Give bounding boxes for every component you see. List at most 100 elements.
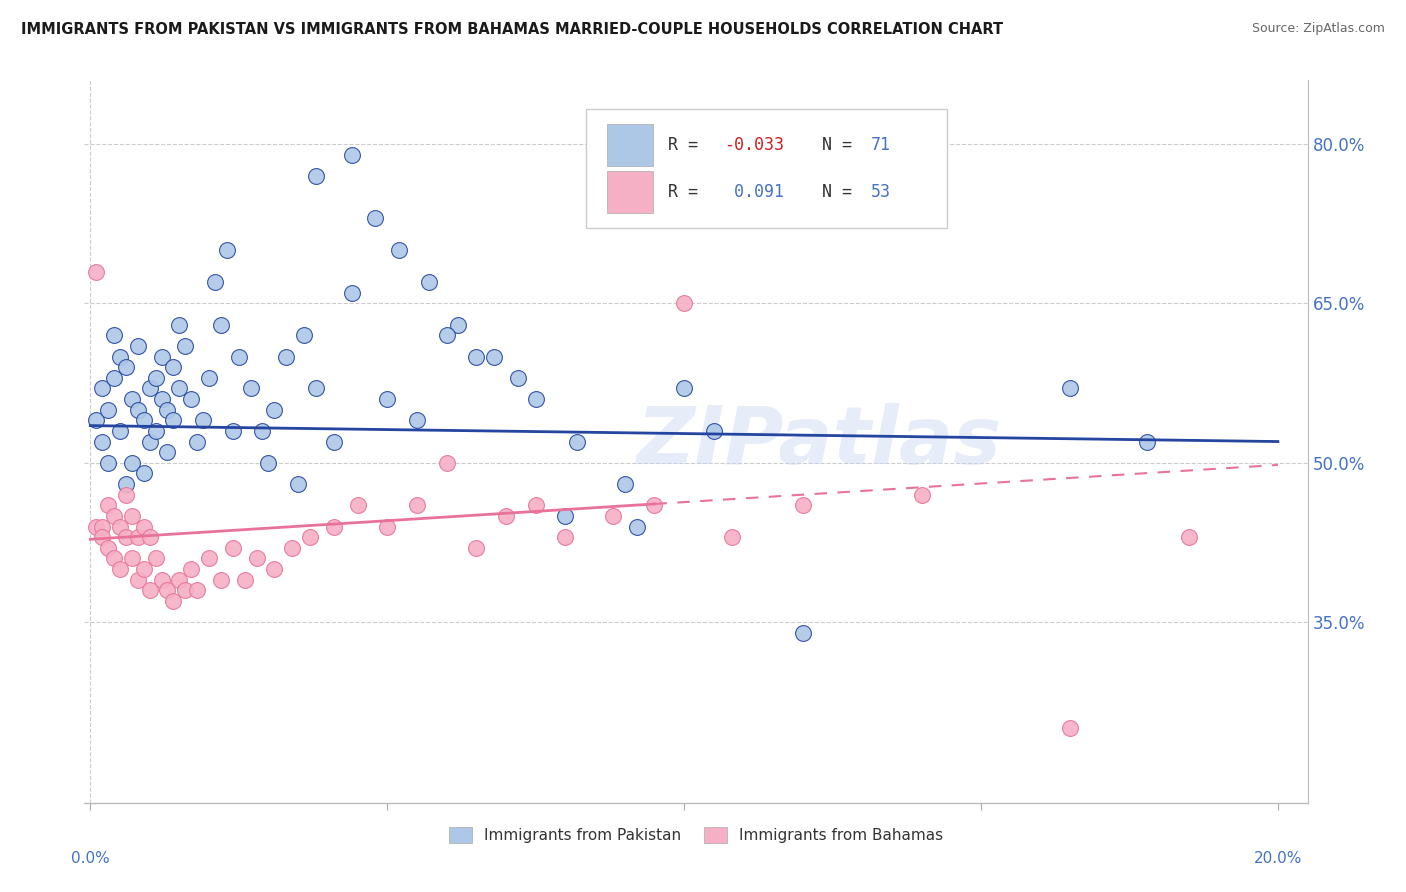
Immigrants from Bahamas	[1059, 722, 1081, 736]
Immigrants from Bahamas	[108, 562, 131, 576]
Immigrants from Bahamas	[792, 498, 814, 512]
Text: ZIPatlas: ZIPatlas	[636, 402, 1001, 481]
Text: N =: N =	[803, 183, 862, 202]
Immigrants from Pakistan	[156, 445, 179, 459]
Immigrants from Pakistan	[257, 456, 280, 470]
Immigrants from Bahamas	[524, 498, 547, 512]
Immigrants from Pakistan	[162, 360, 184, 375]
Immigrants from Bahamas	[263, 562, 285, 576]
Immigrants from Pakistan	[108, 424, 131, 438]
Immigrants from Bahamas	[180, 562, 202, 576]
Text: 71: 71	[870, 136, 891, 153]
Immigrants from Pakistan	[103, 371, 125, 385]
Immigrants from Pakistan	[169, 381, 191, 395]
Immigrants from Bahamas	[103, 508, 125, 523]
Immigrants from Pakistan	[209, 318, 232, 332]
Immigrants from Pakistan	[228, 350, 250, 364]
Text: N =: N =	[803, 136, 862, 153]
Immigrants from Pakistan	[388, 244, 411, 258]
Immigrants from Pakistan	[287, 477, 309, 491]
Immigrants from Pakistan	[174, 339, 197, 353]
Immigrants from Pakistan	[180, 392, 202, 406]
Immigrants from Pakistan	[198, 371, 221, 385]
Immigrants from Bahamas	[162, 594, 184, 608]
Immigrants from Bahamas	[465, 541, 488, 555]
Immigrants from Pakistan	[169, 318, 191, 332]
Immigrants from Pakistan	[465, 350, 488, 364]
Immigrants from Pakistan	[127, 339, 149, 353]
Immigrants from Pakistan	[115, 477, 138, 491]
Immigrants from Pakistan	[97, 456, 120, 470]
Immigrants from Pakistan	[406, 413, 429, 427]
Text: IMMIGRANTS FROM PAKISTAN VS IMMIGRANTS FROM BAHAMAS MARRIED-COUPLE HOUSEHOLDS CO: IMMIGRANTS FROM PAKISTAN VS IMMIGRANTS F…	[21, 22, 1004, 37]
Immigrants from Bahamas	[115, 530, 138, 544]
Immigrants from Pakistan	[340, 285, 363, 300]
Immigrants from Pakistan	[115, 360, 138, 375]
Immigrants from Pakistan	[1136, 434, 1159, 449]
Immigrants from Bahamas	[121, 508, 143, 523]
Immigrants from Bahamas	[91, 530, 114, 544]
Immigrants from Pakistan	[145, 424, 167, 438]
Immigrants from Pakistan	[127, 402, 149, 417]
Immigrants from Pakistan	[132, 467, 155, 481]
Legend: Immigrants from Pakistan, Immigrants from Bahamas: Immigrants from Pakistan, Immigrants fro…	[443, 822, 949, 849]
Text: 0.0%: 0.0%	[70, 851, 110, 865]
Immigrants from Bahamas	[127, 573, 149, 587]
Immigrants from Bahamas	[127, 530, 149, 544]
Immigrants from Pakistan	[276, 350, 298, 364]
Immigrants from Pakistan	[145, 371, 167, 385]
Immigrants from Pakistan	[138, 434, 160, 449]
Immigrants from Bahamas	[97, 498, 120, 512]
FancyBboxPatch shape	[586, 109, 946, 228]
Immigrants from Pakistan	[162, 413, 184, 427]
Immigrants from Pakistan	[204, 275, 226, 289]
Immigrants from Pakistan	[156, 402, 179, 417]
Immigrants from Pakistan	[186, 434, 208, 449]
Immigrants from Pakistan	[91, 434, 114, 449]
Immigrants from Bahamas	[281, 541, 304, 555]
Text: 53: 53	[870, 183, 891, 202]
Immigrants from Pakistan	[239, 381, 262, 395]
Immigrants from Bahamas	[720, 530, 742, 544]
Immigrants from Pakistan	[613, 477, 636, 491]
Immigrants from Pakistan	[703, 424, 725, 438]
Immigrants from Pakistan	[150, 392, 173, 406]
Immigrants from Pakistan	[292, 328, 315, 343]
Immigrants from Pakistan	[121, 456, 143, 470]
Immigrants from Bahamas	[554, 530, 576, 544]
Bar	[606, 124, 654, 166]
Immigrants from Bahamas	[132, 519, 155, 533]
Immigrants from Bahamas	[186, 583, 208, 598]
Immigrants from Bahamas	[436, 456, 458, 470]
Immigrants from Bahamas	[346, 498, 368, 512]
Immigrants from Pakistan	[252, 424, 274, 438]
Immigrants from Bahamas	[103, 551, 125, 566]
Immigrants from Bahamas	[84, 264, 107, 278]
Immigrants from Pakistan	[792, 625, 814, 640]
Immigrants from Pakistan	[375, 392, 398, 406]
Immigrants from Bahamas	[222, 541, 245, 555]
Immigrants from Bahamas	[108, 519, 131, 533]
Immigrants from Bahamas	[156, 583, 179, 598]
Immigrants from Pakistan	[626, 519, 648, 533]
Immigrants from Bahamas	[298, 530, 321, 544]
Text: 0.091: 0.091	[724, 183, 785, 202]
Immigrants from Pakistan	[506, 371, 529, 385]
Immigrants from Bahamas	[245, 551, 267, 566]
Immigrants from Bahamas	[132, 562, 155, 576]
Immigrants from Pakistan	[482, 350, 505, 364]
Immigrants from Pakistan	[340, 147, 363, 161]
Immigrants from Pakistan	[673, 381, 696, 395]
Immigrants from Bahamas	[145, 551, 167, 566]
Immigrants from Bahamas	[91, 519, 114, 533]
Immigrants from Bahamas	[233, 573, 256, 587]
Immigrants from Bahamas	[150, 573, 173, 587]
Immigrants from Pakistan	[108, 350, 131, 364]
Immigrants from Bahamas	[1178, 530, 1201, 544]
Immigrants from Bahamas	[209, 573, 232, 587]
Immigrants from Bahamas	[673, 296, 696, 310]
Immigrants from Pakistan	[191, 413, 214, 427]
Immigrants from Pakistan	[84, 413, 107, 427]
Immigrants from Pakistan	[132, 413, 155, 427]
Immigrants from Pakistan	[103, 328, 125, 343]
